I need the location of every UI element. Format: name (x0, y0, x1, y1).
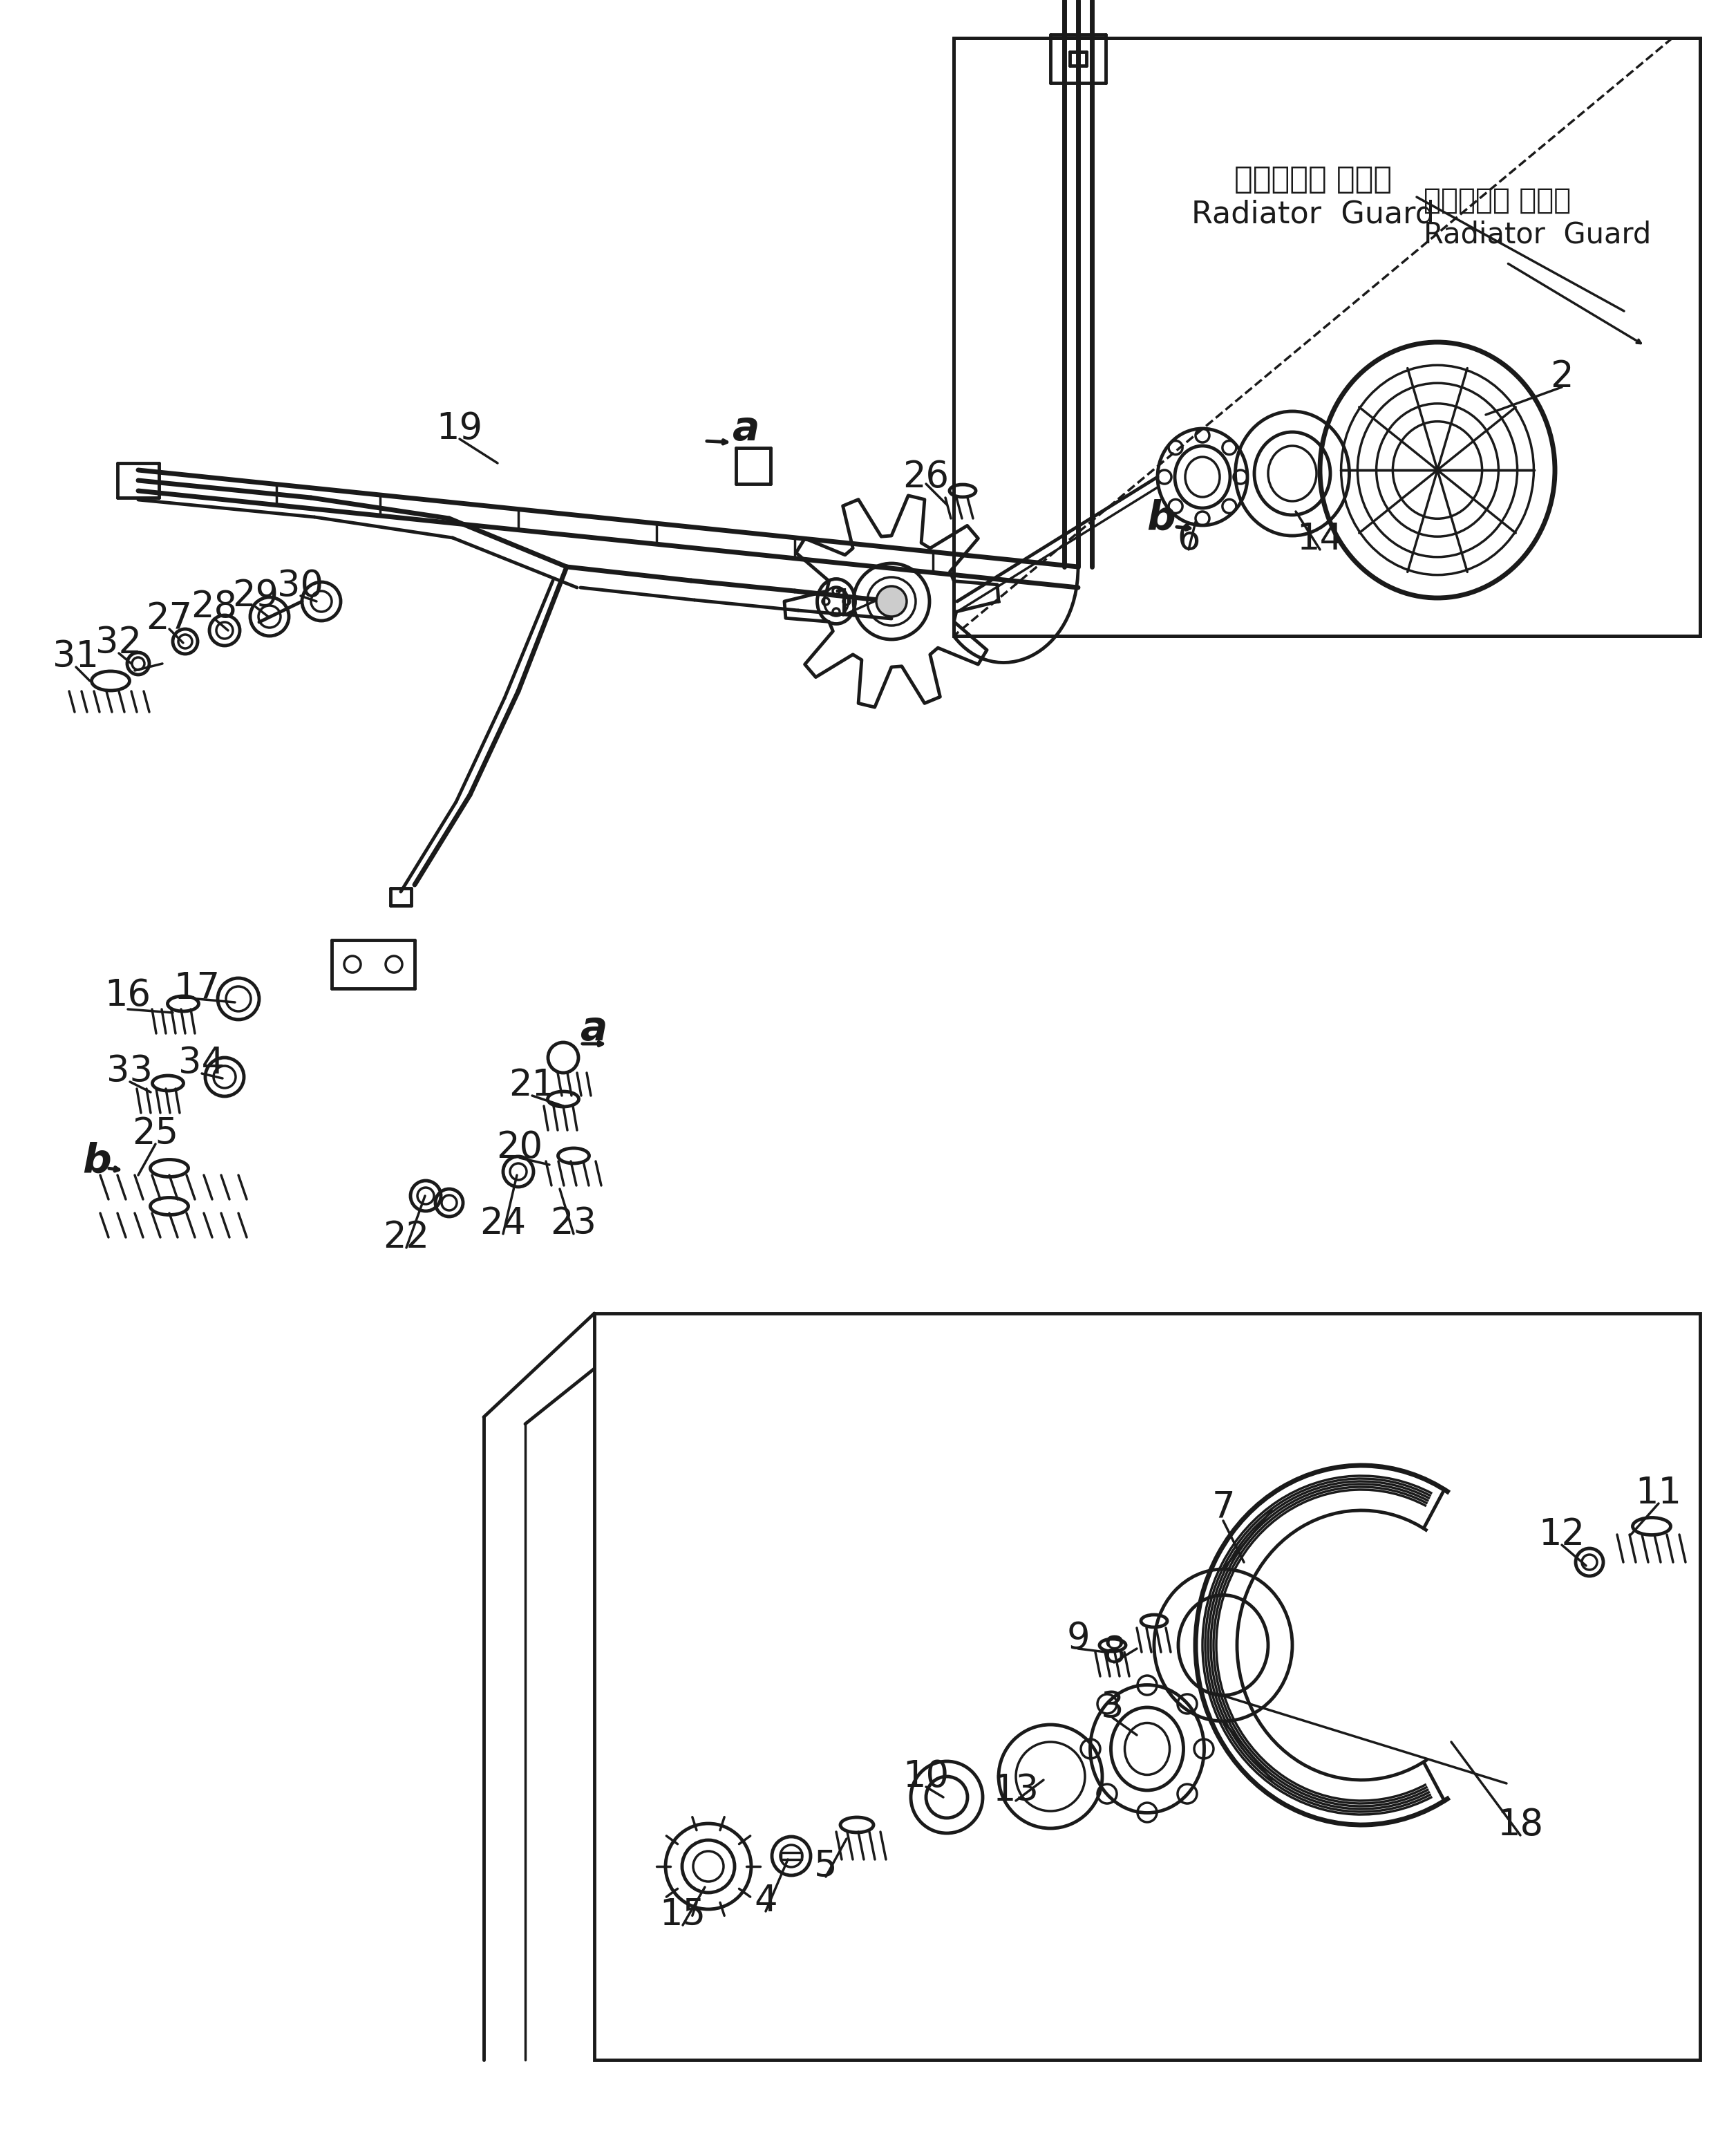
Text: 20: 20 (497, 1130, 543, 1166)
Text: 29: 29 (232, 578, 278, 614)
Text: 28: 28 (191, 589, 237, 625)
Text: 15: 15 (660, 1897, 706, 1932)
Text: 24: 24 (479, 1205, 526, 1242)
Text: 22: 22 (383, 1220, 430, 1255)
Text: ラジエータ ガード: ラジエータ ガード (1234, 164, 1392, 194)
Text: 18: 18 (1496, 1807, 1543, 1843)
Text: a: a (581, 1009, 608, 1048)
Text: Radiator  Guard: Radiator Guard (1424, 220, 1651, 250)
Text: 23: 23 (550, 1205, 596, 1242)
Circle shape (876, 586, 907, 617)
Text: 34: 34 (179, 1046, 225, 1080)
Text: ラジエータ ガード: ラジエータ ガード (1424, 185, 1570, 216)
Text: a: a (734, 410, 759, 448)
Text: 16: 16 (105, 977, 151, 1013)
Text: 27: 27 (146, 602, 192, 636)
Text: 31: 31 (53, 638, 100, 675)
Text: 33: 33 (107, 1054, 153, 1089)
Text: 5: 5 (814, 1848, 837, 1884)
Text: 7: 7 (1211, 1490, 1235, 1524)
Text: 10: 10 (904, 1759, 950, 1794)
Text: b: b (82, 1141, 112, 1181)
Text: 1: 1 (832, 586, 854, 623)
Text: 9: 9 (1067, 1621, 1089, 1656)
Text: 26: 26 (904, 459, 950, 496)
Text: 14: 14 (1297, 522, 1343, 556)
Text: 21: 21 (509, 1067, 555, 1104)
Text: 19: 19 (436, 410, 483, 446)
Text: 4: 4 (754, 1882, 777, 1919)
Text: 6: 6 (1177, 522, 1201, 556)
Text: Radiator  Guard: Radiator Guard (1191, 198, 1435, 229)
Text: 12: 12 (1539, 1516, 1586, 1552)
Text: 17: 17 (174, 970, 220, 1007)
Text: 3: 3 (1101, 1690, 1124, 1725)
Text: 30: 30 (277, 569, 323, 604)
Text: b: b (1146, 498, 1175, 539)
Text: 32: 32 (96, 625, 143, 662)
Text: 11: 11 (1636, 1475, 1682, 1511)
Text: 13: 13 (993, 1772, 1039, 1809)
Text: 2: 2 (1550, 358, 1574, 395)
Text: 8: 8 (1103, 1634, 1125, 1671)
Text: 25: 25 (132, 1115, 179, 1151)
